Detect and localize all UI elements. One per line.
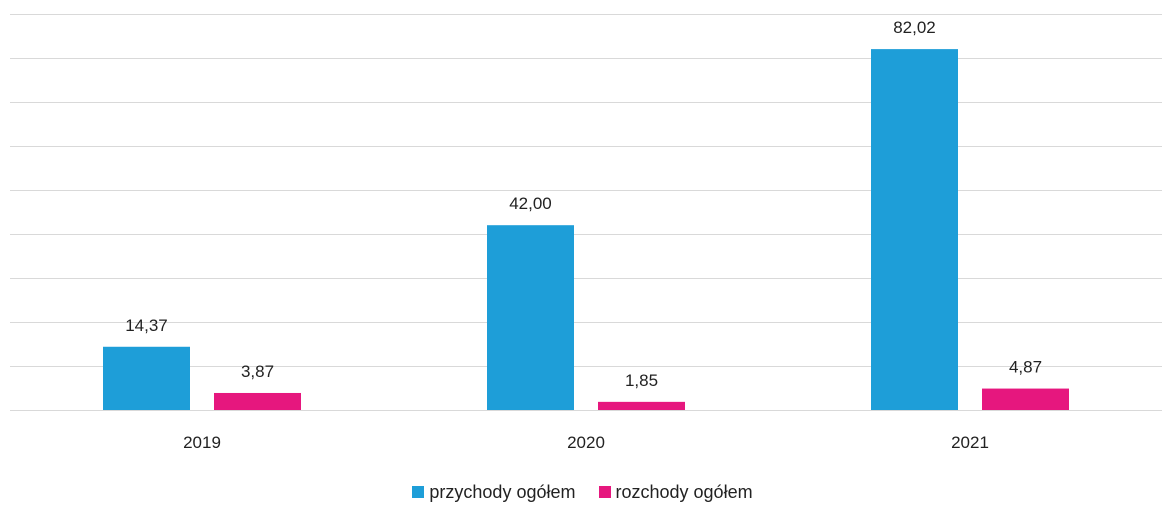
bar-2021-series-0 bbox=[871, 49, 958, 410]
legend: przychody ogółem rozchody ogółem bbox=[0, 482, 1165, 503]
x-axis-ticks: 2019 2020 2021 bbox=[183, 433, 989, 452]
bar-2019-series-0 bbox=[103, 346, 190, 410]
bar-2019-series-1 bbox=[214, 392, 301, 410]
data-label-2021-series-0: 82,02 bbox=[893, 18, 936, 37]
gridlines bbox=[10, 14, 1162, 411]
x-tick-label-2019: 2019 bbox=[183, 433, 221, 452]
data-labels: 14,37 3,87 42,00 1,85 82,02 4,87 bbox=[125, 18, 1042, 390]
legend-item-series-1: rozchody ogółem bbox=[598, 482, 753, 503]
bar-2020-series-1 bbox=[598, 401, 685, 410]
bar-2021-series-1 bbox=[982, 388, 1069, 410]
legend-item-series-0: przychody ogółem bbox=[412, 482, 575, 503]
bar-chart: 14,37 3,87 42,00 1,85 82,02 4,87 2019 2020 2021 bbox=[10, 14, 1162, 452]
data-label-2020-series-0: 42,00 bbox=[509, 194, 552, 213]
data-label-2019-series-0: 14,37 bbox=[125, 316, 168, 335]
legend-swatch-series-0 bbox=[412, 486, 425, 498]
bar-2020-series-0 bbox=[487, 225, 574, 410]
legend-label-series-0: przychody ogółem bbox=[429, 482, 576, 502]
data-label-2021-series-1: 4,87 bbox=[1009, 358, 1042, 377]
data-label-2020-series-1: 1,85 bbox=[625, 371, 658, 390]
data-label-2019-series-1: 3,87 bbox=[241, 362, 274, 381]
x-tick-label-2021: 2021 bbox=[951, 433, 989, 452]
legend-swatch-series-1 bbox=[598, 486, 611, 498]
x-tick-label-2020: 2020 bbox=[567, 433, 605, 452]
legend-label-series-1: rozchody ogółem bbox=[615, 482, 753, 502]
bars bbox=[103, 49, 1069, 410]
